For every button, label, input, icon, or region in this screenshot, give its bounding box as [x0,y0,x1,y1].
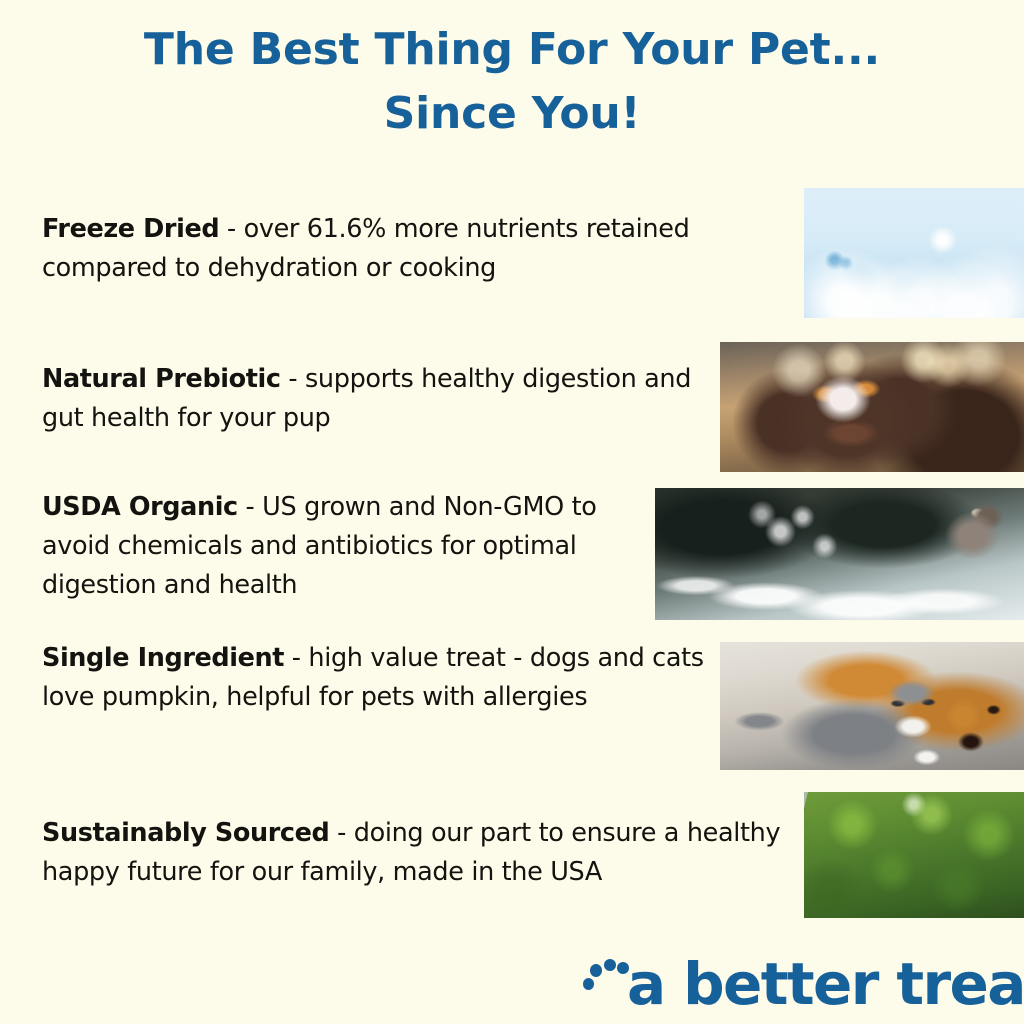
feature-separator-3: - [284,643,309,673]
feature-body-2: US grown and Non-GMO to avoid chemicals … [42,492,597,600]
feature-image-2 [655,488,1024,620]
cat-and-golden-retriever-photo [720,642,1024,770]
feature-text-0: Freeze Dried - over 61.6% more nutrients… [42,210,742,288]
frost-ice-macro-photo [804,188,1024,318]
feature-image-4 [804,792,1024,918]
page-title-line-2: Since You! [383,87,641,139]
feature-text-2: USDA Organic - US grown and Non-GMO to a… [42,488,667,604]
feature-body-1: supports healthy digestion and gut healt… [42,364,692,433]
feature-image-3 [720,642,1024,770]
feature-body-4: doing our part to ensure a healthy happy… [42,818,781,887]
feature-image-1 [720,342,1024,472]
page-title: The Best Thing For Your Pet... Since You… [0,18,1024,146]
feature-title-3: Single Ingredient [42,643,285,673]
feature-title-0: Freeze Dried [42,214,220,244]
feature-text-1: Natural Prebiotic - supports healthy dig… [42,360,702,438]
feature-title-4: Sustainably Sourced [42,818,330,848]
feature-image-0 [804,188,1024,318]
feature-body-3: high value treat - dogs and cats love pu… [42,643,704,712]
brand-wordmark: a better treat [627,950,1024,1018]
feature-text-3: Single Ingredient - high value treat - d… [42,639,707,717]
feature-separator-2: - [237,492,263,522]
feature-separator-0: - [219,214,244,244]
feature-separator-1: - [280,364,305,394]
brand-logo: a better treat [583,948,1024,1020]
feature-title-1: Natural Prebiotic [42,364,281,394]
feature-body-0: over 61.6% more nutrients retained compa… [42,214,690,283]
feature-text-4: Sustainably Sourced - doing our part to … [42,814,802,892]
page-title-line-1: The Best Thing For Your Pet... [143,24,881,75]
leaping-salmon-river-photo [655,488,1024,620]
feature-separator-4: - [329,818,354,848]
feature-title-2: USDA Organic [42,492,238,522]
paw-print-icon [583,956,629,1012]
green-forest-canopy-photo [804,792,1024,918]
chocolate-labrador-photo [720,342,1024,472]
